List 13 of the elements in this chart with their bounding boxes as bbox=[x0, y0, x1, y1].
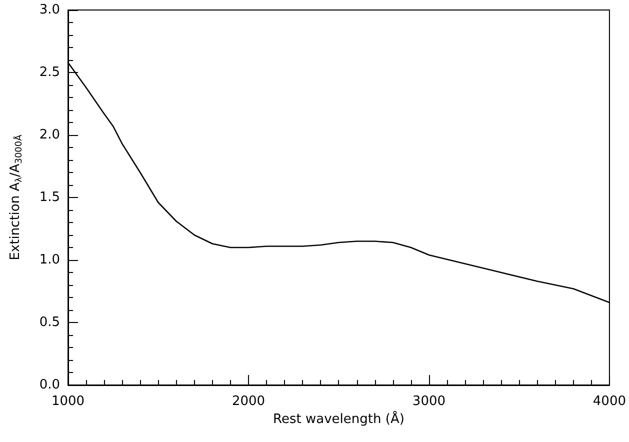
y-tick-label: 0.5 bbox=[39, 315, 60, 330]
x-tick-label: 4000 bbox=[592, 394, 626, 409]
y-tick-label: 0.0 bbox=[39, 378, 60, 392]
x-tick-label: 1000 bbox=[51, 394, 85, 409]
y-tick-label: 2.5 bbox=[39, 65, 60, 80]
x-tick-label: 3000 bbox=[412, 394, 446, 409]
y-tick-label: 1.0 bbox=[39, 252, 60, 268]
x-tick-label: 2000 bbox=[232, 394, 266, 409]
y-tick-label: 3.0 bbox=[39, 2, 60, 18]
y-axis-title: Extinction Aλ/A3000Å bbox=[8, 134, 24, 260]
x-axis-title: Rest wavelength (Å) bbox=[273, 410, 404, 427]
y-tick-label: 2.0 bbox=[39, 128, 60, 142]
y-tick-label: 1.5 bbox=[39, 190, 60, 205]
